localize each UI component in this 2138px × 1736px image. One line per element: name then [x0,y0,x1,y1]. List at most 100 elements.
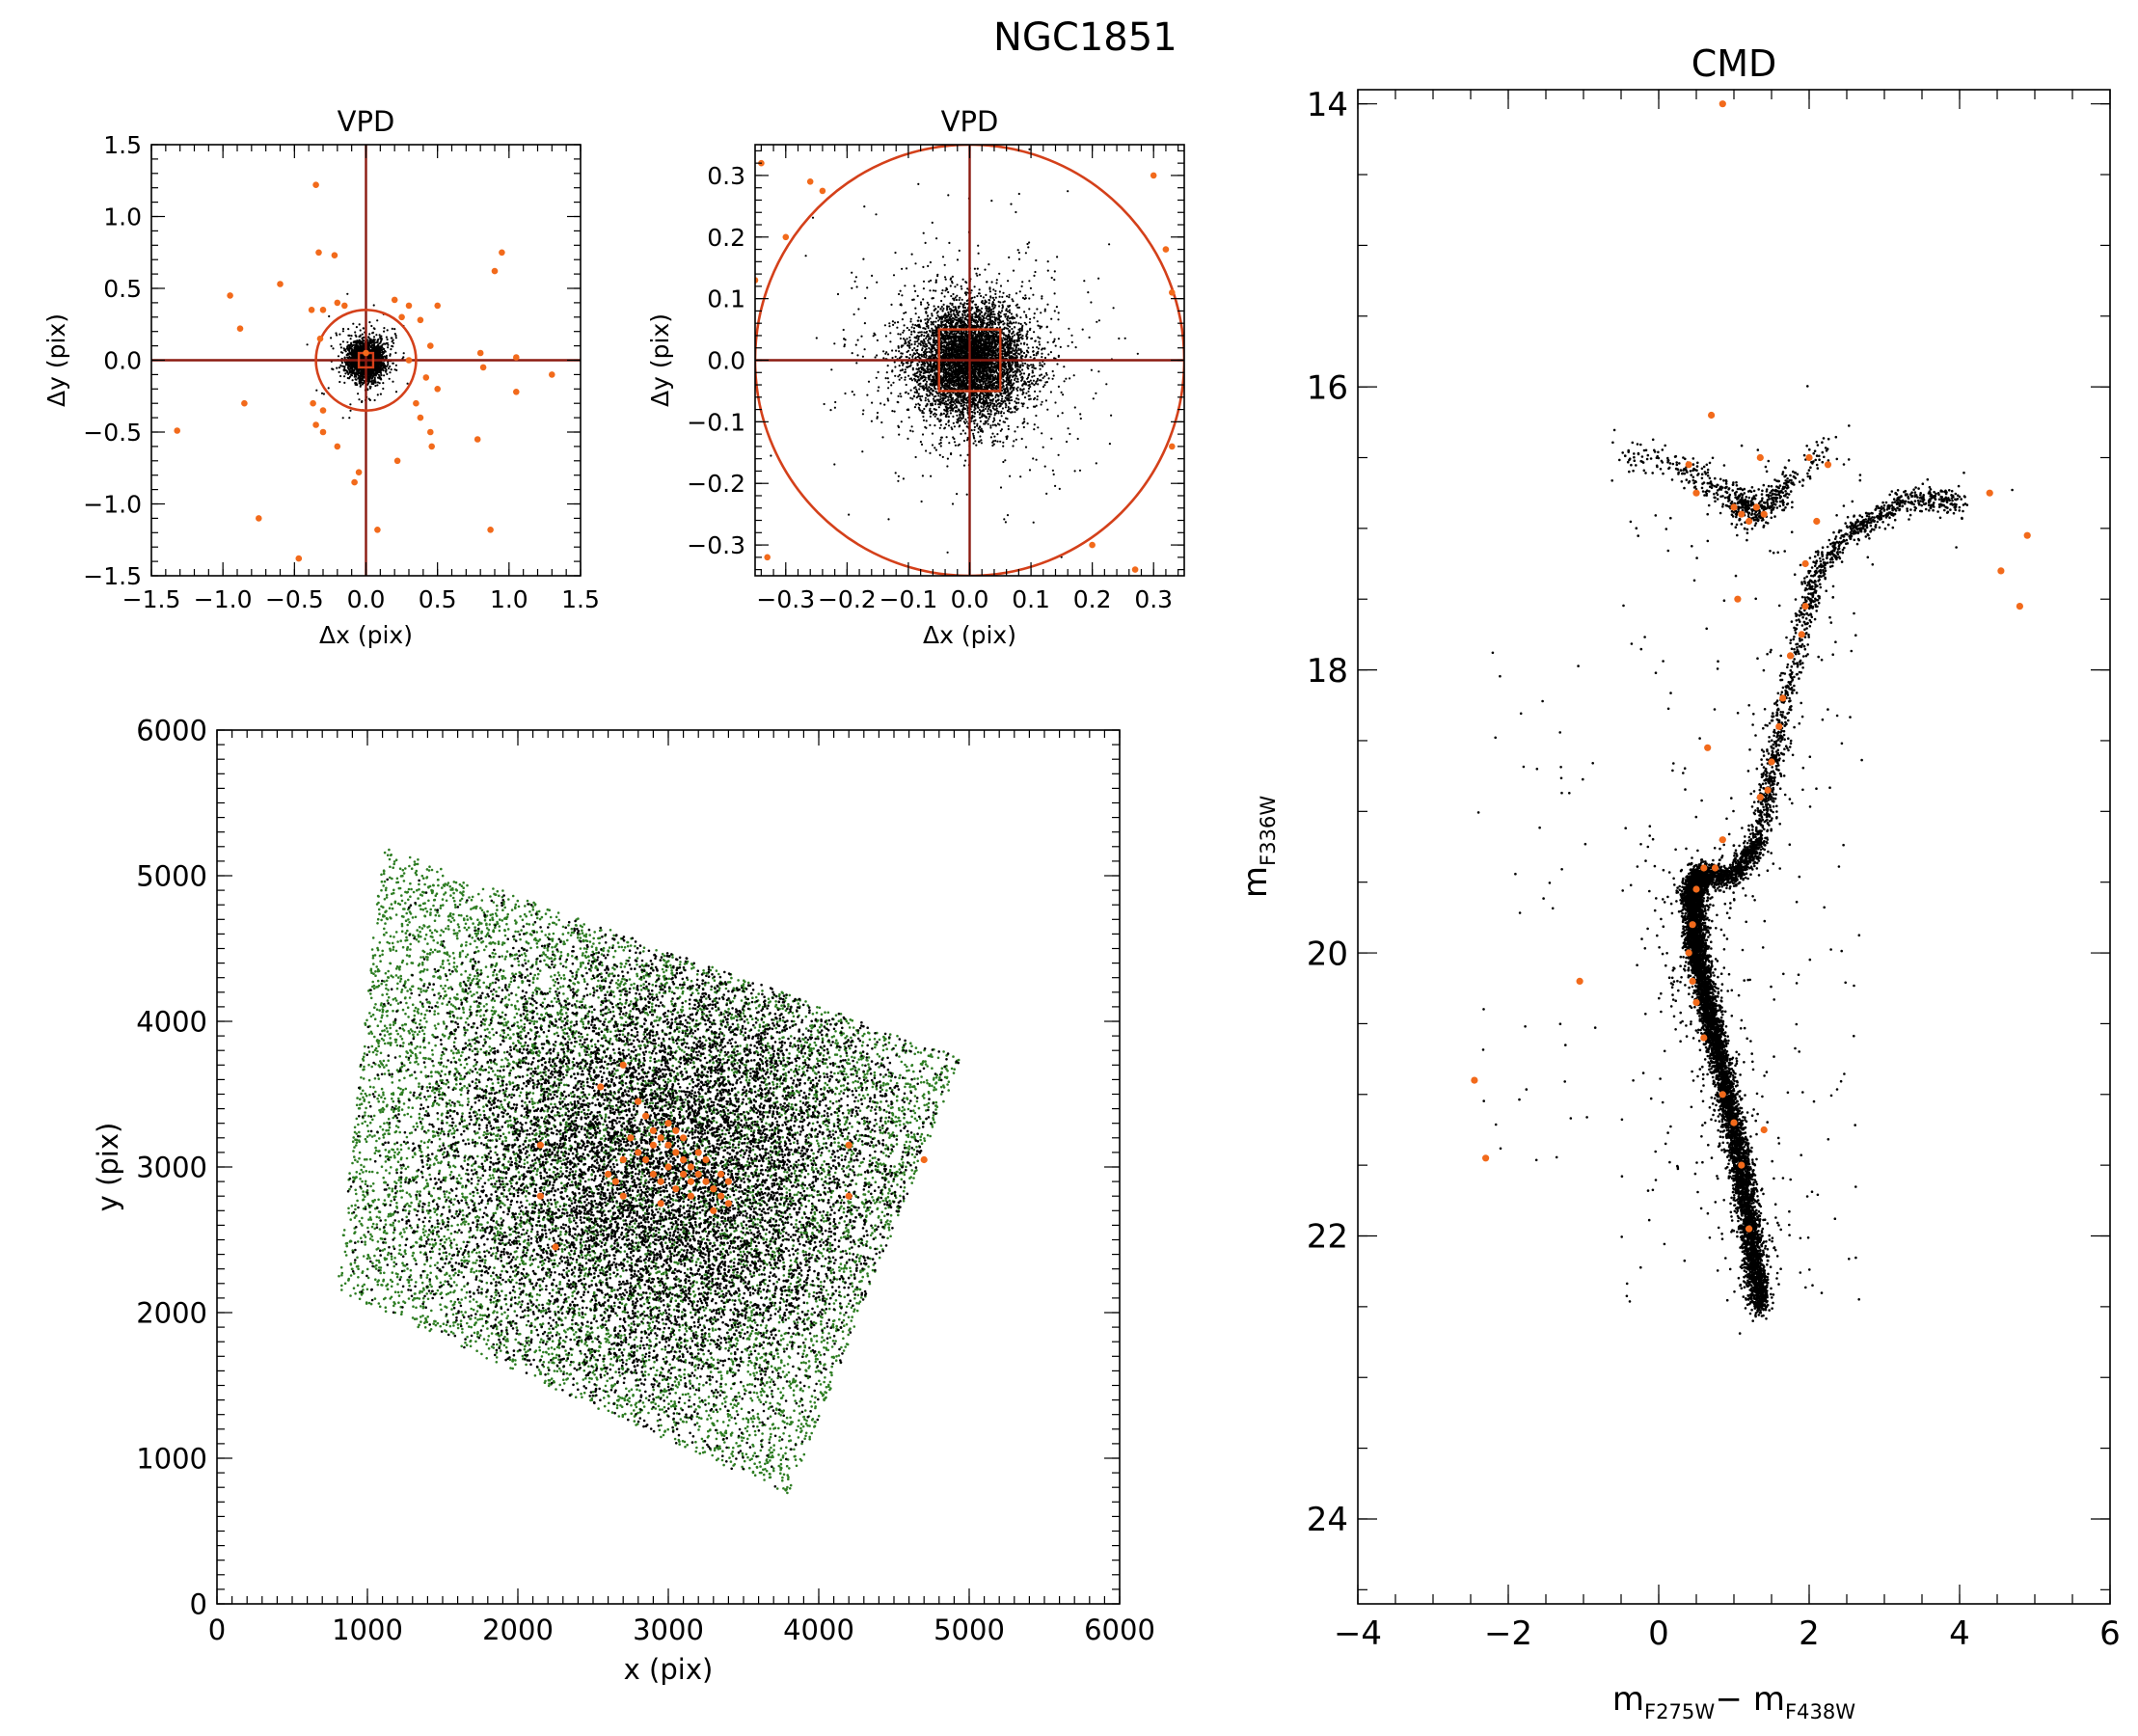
black-star [910,326,913,329]
black-star [994,289,997,292]
black-star [923,365,926,367]
black-star [1041,352,1043,355]
black-star [1041,297,1043,300]
black-star [356,352,359,355]
black-star [367,369,370,373]
black-star [344,369,348,372]
black-star [375,365,378,367]
black-star [372,374,375,377]
black-star [376,384,379,387]
black-star [973,296,976,299]
black-star [951,275,955,278]
black-star [914,262,917,265]
black-star [993,435,996,438]
black-star [990,343,993,346]
black-star [939,412,943,415]
black-star [359,329,362,332]
black-star [878,386,880,389]
black-star [1016,393,1019,397]
plot-area [755,145,1184,576]
black-star [1058,487,1061,490]
black-star [830,368,833,371]
orange-star [315,249,322,257]
black-star [893,361,896,364]
black-star [1015,321,1017,324]
black-star [375,334,378,337]
black-star [343,381,346,384]
black-star [391,340,393,343]
black-star [1095,392,1097,394]
black-star [339,364,342,366]
black-star [384,349,387,353]
x-tick-label: −0.5 [265,585,324,613]
black-star [358,398,361,401]
black-star [355,355,358,358]
black-star [375,353,378,356]
orange-star [476,349,484,357]
black-star [1009,407,1012,410]
black-star [322,393,325,395]
black-star [346,366,349,369]
black-star [378,375,381,378]
orange-star [513,389,520,395]
black-star [1026,406,1029,409]
black-star [1056,256,1059,258]
black-star [893,410,896,413]
black-star [1011,335,1015,338]
black-star [379,365,382,367]
black-star [1001,397,1004,400]
black-star [1000,428,1003,431]
black-star [1008,309,1011,312]
black-star [871,401,874,404]
black-star [948,366,951,369]
black-star [380,363,383,366]
black-star [348,343,351,346]
orange-star [479,364,487,371]
black-star [956,414,959,417]
black-star [346,356,349,359]
black-star [916,339,919,343]
black-star [1033,316,1036,319]
black-star [929,289,932,292]
black-star [923,331,926,334]
orange-star [351,478,358,486]
black-star [956,294,959,297]
orange-star [310,399,316,407]
black-star [1081,328,1084,331]
black-star [343,366,346,368]
black-star [385,370,388,373]
black-star [834,400,837,404]
black-star [360,369,363,372]
black-star [1008,256,1011,258]
black-star [366,375,369,378]
black-star [939,395,942,398]
orange-star [499,249,505,257]
black-star [996,440,999,443]
black-star [971,313,974,316]
black-star [377,362,380,365]
black-star [1002,460,1005,464]
black-star [929,260,933,264]
black-star [373,342,376,345]
black-star [920,355,924,358]
orange-star [312,421,319,428]
black-star [1026,364,1029,366]
black-star [353,348,356,351]
black-star [370,324,373,328]
black-star [973,425,977,428]
y-tick-label: 1.0 [103,203,142,231]
black-star [372,369,376,372]
black-star [393,328,396,331]
black-star [349,409,352,412]
black-star [350,351,353,354]
black-star [946,551,949,554]
black-star [1028,280,1031,283]
black-star [975,311,979,313]
black-star [376,319,379,322]
black-star [341,340,344,343]
black-star [368,321,371,324]
black-star [994,362,997,365]
black-star [367,349,370,352]
black-star [338,366,340,369]
orange-star [434,302,442,310]
